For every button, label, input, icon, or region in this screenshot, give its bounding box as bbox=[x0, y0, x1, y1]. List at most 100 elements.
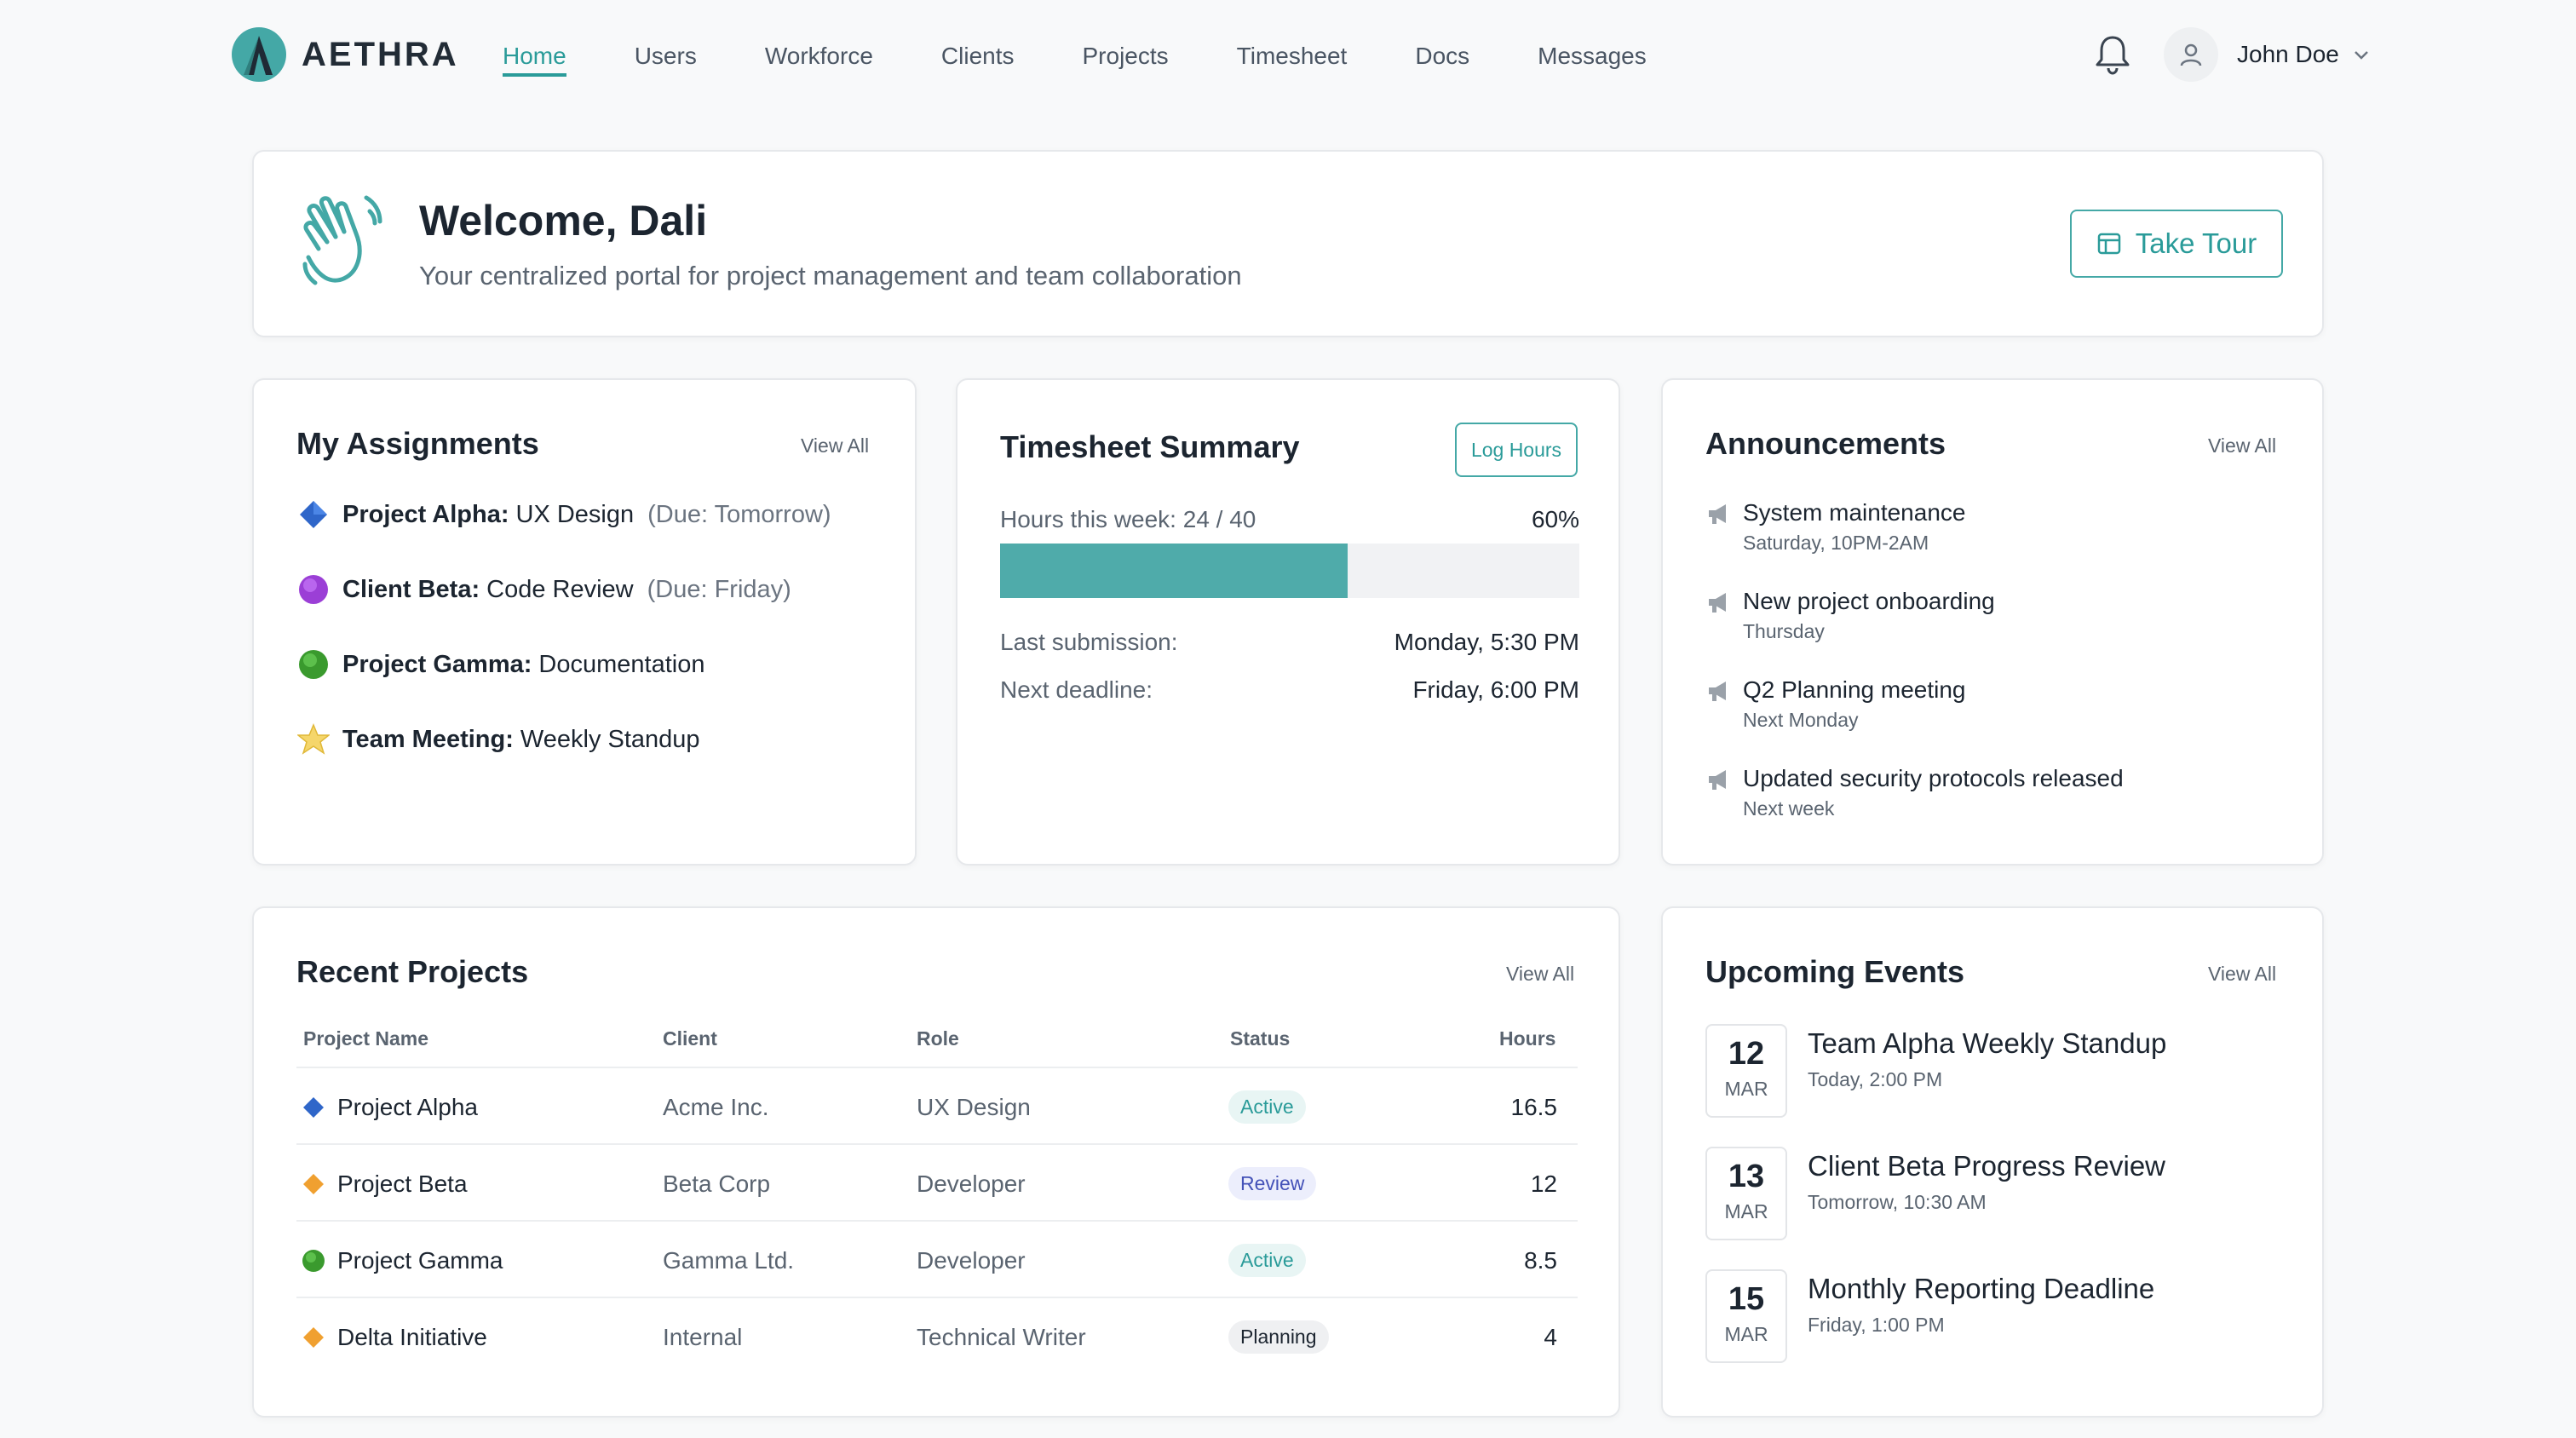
assignment-item[interactable]: Client Beta: Code Review (Due: Friday) bbox=[296, 572, 791, 607]
announcement-subtitle: Next Monday bbox=[1743, 709, 1859, 731]
hours-this-week: Hours this week: 24 / 40 bbox=[1000, 506, 1256, 532]
project-role: Developer bbox=[917, 1171, 1026, 1197]
status-badge: Active bbox=[1228, 1090, 1306, 1124]
user-icon bbox=[2180, 43, 2202, 66]
table-row[interactable]: Delta Initiative Internal Technical Writ… bbox=[296, 1297, 1578, 1373]
table-icon bbox=[2097, 233, 2120, 255]
recent-projects-card: Recent Projects View All Project Name Cl… bbox=[252, 906, 1620, 1418]
assignment-item[interactable]: Team Meeting: Weekly Standup bbox=[296, 722, 700, 756]
assignment-due: (Due: Tomorrow) bbox=[647, 500, 831, 528]
event-item[interactable]: 12 MAR Team Alpha Weekly Standup Today, … bbox=[1705, 1024, 2166, 1118]
column-header-role[interactable]: Role bbox=[917, 1027, 959, 1050]
project-hours: 12 bbox=[1530, 1171, 1557, 1197]
logo-mark-icon bbox=[232, 27, 286, 82]
assignments-title: My Assignments bbox=[296, 426, 539, 461]
announcement-item[interactable]: Updated security protocols released Next… bbox=[1705, 765, 2124, 820]
event-title: Team Alpha Weekly Standup bbox=[1808, 1027, 2167, 1059]
event-title: Monthly Reporting Deadline bbox=[1808, 1273, 2155, 1304]
table-row[interactable]: Project Beta Beta Corp Developer Review … bbox=[296, 1143, 1578, 1220]
assignment-item[interactable]: Project Gamma: Documentation bbox=[296, 647, 704, 682]
event-day: 13 bbox=[1728, 1159, 1765, 1194]
project-name: Delta Initiative bbox=[337, 1324, 487, 1350]
nav-link-clients[interactable]: Clients bbox=[940, 43, 1015, 69]
take-tour-button[interactable]: Take Tour bbox=[2070, 210, 2283, 278]
assignment-project: Team Meeting: bbox=[342, 725, 514, 753]
nav-link-workforce[interactable]: Workforce bbox=[764, 43, 873, 69]
megaphone-icon bbox=[1709, 682, 1726, 701]
last-submission-value: Monday, 5:30 PM bbox=[1394, 629, 1579, 655]
announcement-item[interactable]: New project onboarding Thursday bbox=[1705, 588, 1995, 643]
project-name-cell: Project Beta bbox=[300, 1171, 468, 1198]
user-menu[interactable]: John Doe bbox=[2164, 27, 2372, 82]
announcement-item[interactable]: System maintenance Saturday, 10PM-2AM bbox=[1705, 499, 1965, 555]
nav-link-home[interactable]: Home bbox=[503, 37, 566, 77]
purple-circle-icon bbox=[296, 572, 331, 607]
top-navigation: AETHRA Home Users Workforce Clients Proj… bbox=[0, 0, 2576, 114]
blue-diamond-icon bbox=[300, 1094, 327, 1121]
column-header-project-name[interactable]: Project Name bbox=[303, 1027, 429, 1050]
project-name: Project Beta bbox=[337, 1171, 468, 1197]
projects-view-all-link[interactable]: View All bbox=[1506, 963, 1575, 985]
log-hours-button[interactable]: Log Hours bbox=[1455, 423, 1578, 477]
welcome-card: Welcome, Dali Your centralized portal fo… bbox=[252, 150, 2324, 337]
column-header-client[interactable]: Client bbox=[663, 1027, 717, 1050]
assignment-item[interactable]: Project Alpha: UX Design (Due: Tomorrow) bbox=[296, 498, 831, 532]
project-role: Developer bbox=[917, 1247, 1026, 1274]
assignment-project: Client Beta: bbox=[342, 575, 480, 603]
nav-links: Home Users Workforce Clients Projects Ti… bbox=[503, 37, 1715, 77]
last-submission-row: Last submission: Monday, 5:30 PM bbox=[1000, 629, 1579, 656]
star-icon bbox=[296, 722, 331, 756]
hours-row: Hours this week: 24 / 40 60% bbox=[1000, 506, 1579, 533]
project-name-cell: Project Gamma bbox=[300, 1247, 503, 1274]
green-circle-icon bbox=[300, 1247, 327, 1274]
next-deadline-row: Next deadline: Friday, 6:00 PM bbox=[1000, 676, 1579, 704]
avatar bbox=[2164, 27, 2218, 82]
announcement-item[interactable]: Q2 Planning meeting Next Monday bbox=[1705, 676, 1966, 732]
last-submission-label: Last submission: bbox=[1000, 629, 1178, 655]
timesheet-summary-card: Timesheet Summary Log Hours Hours this w… bbox=[956, 378, 1620, 866]
project-hours: 16.5 bbox=[1510, 1094, 1558, 1120]
assignment-task: Documentation bbox=[538, 650, 705, 678]
project-role: UX Design bbox=[917, 1094, 1031, 1120]
nav-link-timesheet[interactable]: Timesheet bbox=[1236, 43, 1348, 69]
megaphone-icon bbox=[1709, 593, 1726, 613]
orange-diamond-icon bbox=[300, 1324, 327, 1351]
assignment-project: Project Gamma: bbox=[342, 650, 532, 678]
table-row[interactable]: Project Gamma Gamma Ltd. Developer Activ… bbox=[296, 1220, 1578, 1297]
column-header-hours[interactable]: Hours bbox=[1499, 1027, 1556, 1050]
status-badge: Active bbox=[1228, 1244, 1306, 1277]
announcement-subtitle: Thursday bbox=[1743, 620, 1825, 642]
announcement-title: New project onboarding bbox=[1743, 588, 1995, 614]
nav-link-users[interactable]: Users bbox=[634, 43, 697, 69]
event-item[interactable]: 15 MAR Monthly Reporting Deadline Friday… bbox=[1705, 1269, 2154, 1363]
announcement-title: System maintenance bbox=[1743, 499, 1966, 526]
events-view-all-link[interactable]: View All bbox=[2208, 963, 2277, 985]
logo[interactable]: AETHRA bbox=[232, 27, 459, 82]
timesheet-title: Timesheet Summary bbox=[1000, 429, 1300, 464]
announcements-view-all-link[interactable]: View All bbox=[2208, 434, 2277, 457]
welcome-title: Welcome, Dali bbox=[419, 197, 708, 244]
assignment-due: (Due: Friday) bbox=[647, 575, 791, 603]
table-row[interactable]: Project Alpha Acme Inc. UX Design Active… bbox=[296, 1067, 1578, 1143]
assignment-task: UX Design bbox=[515, 500, 635, 528]
green-circle-icon bbox=[296, 647, 331, 682]
take-tour-label: Take Tour bbox=[2135, 227, 2257, 259]
event-date: 12 MAR bbox=[1705, 1024, 1787, 1118]
upcoming-events-card: Upcoming Events View All 12 MAR Team Alp… bbox=[1661, 906, 2324, 1418]
project-name: Project Gamma bbox=[337, 1247, 503, 1274]
event-day: 12 bbox=[1728, 1036, 1765, 1072]
notification-bell-icon[interactable] bbox=[2092, 32, 2133, 77]
announcement-subtitle: Saturday, 10PM-2AM bbox=[1743, 532, 1929, 554]
event-item[interactable]: 13 MAR Client Beta Progress Review Tomor… bbox=[1705, 1147, 2165, 1240]
nav-link-messages[interactable]: Messages bbox=[1538, 43, 1647, 69]
nav-link-projects[interactable]: Projects bbox=[1082, 43, 1169, 69]
event-time: Friday, 1:00 PM bbox=[1808, 1314, 1945, 1336]
welcome-subtitle: Your centralized portal for project mana… bbox=[419, 261, 1242, 290]
column-header-status[interactable]: Status bbox=[1230, 1027, 1291, 1050]
announcement-title: Updated security protocols released bbox=[1743, 765, 2124, 791]
announcement-subtitle: Next week bbox=[1743, 797, 1835, 820]
nav-link-docs[interactable]: Docs bbox=[1415, 43, 1470, 69]
announcements-title: Announcements bbox=[1705, 426, 1946, 461]
brand-name: AETHRA bbox=[302, 35, 459, 73]
assignments-view-all-link[interactable]: View All bbox=[801, 434, 870, 457]
